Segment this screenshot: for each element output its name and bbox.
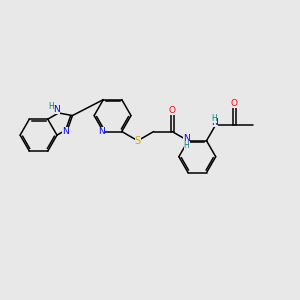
Text: N: N (183, 134, 190, 143)
Text: N: N (62, 128, 69, 136)
Text: H: H (212, 114, 217, 123)
Text: N: N (53, 106, 60, 115)
Text: N: N (98, 127, 105, 136)
Text: N: N (211, 118, 217, 127)
Text: O: O (169, 106, 176, 115)
Text: S: S (135, 136, 141, 146)
Text: H: H (48, 102, 54, 111)
Text: H: H (184, 141, 190, 150)
Text: O: O (231, 99, 238, 108)
